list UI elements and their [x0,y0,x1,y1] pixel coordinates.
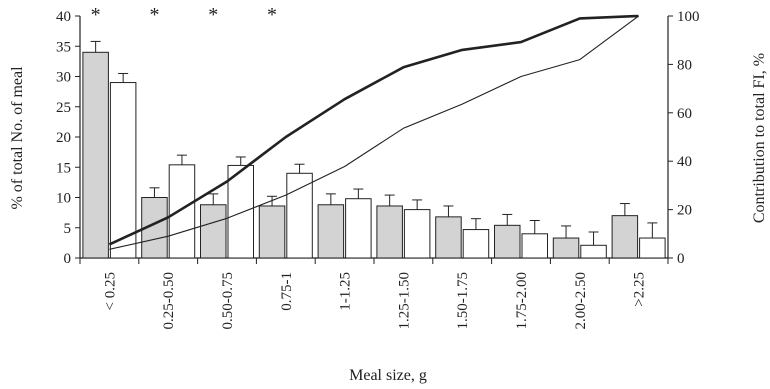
x-tick-label: 0.50-0.75 [220,272,236,330]
x-tick-label: 0.75-1 [279,272,295,311]
bar [521,233,548,259]
y-tick-label-left: 0 [64,251,72,267]
cumulative-line-thick [108,14,639,246]
bar [494,224,521,259]
cumulative-line-thin [109,15,639,250]
x-axis-title: Meal size, g [349,367,427,384]
x-tick-label: 1.50-1.75 [455,272,471,330]
bars-layer [82,40,666,259]
bar [200,204,227,259]
x-tick-label: 2.00-2.50 [573,272,589,330]
y-tick-label-right: 0 [677,251,685,267]
bar [286,172,313,259]
significance-marker: * [208,4,218,26]
bar [376,205,403,259]
lines-layer [108,14,639,250]
bar [109,82,137,259]
y-axis-title-right: Contribution to total FI, % [751,53,768,223]
labels-layer: 0 5 10 15 20 25 30 35 40 0 20 40 60 80 100 < 0.25 * 0.25-… [56,4,700,330]
bar [552,237,580,259]
bar [168,164,196,259]
x-tick-label: 1-1.25 [338,272,354,311]
x-tick-label: >2.25 [632,272,648,307]
y-tick-label-right: 20 [677,203,692,219]
bar [462,229,490,259]
bar [403,209,431,259]
bar [345,198,372,259]
y-tick-label-left: 15 [56,160,71,176]
y-axis-title-left: % of total No. of meal [9,66,26,210]
bar [435,216,462,259]
y-tick-label-right: 40 [677,154,692,170]
y-tick-label-left: 20 [56,130,71,146]
x-tick-label: 0.25-0.50 [161,272,177,330]
significance-marker: * [149,4,159,26]
significance-marker: * [267,4,277,26]
significance-marker: * [91,4,101,26]
bar [639,237,666,259]
bar [317,204,345,259]
x-tick-label: 1.25-1.50 [396,272,412,330]
y-tick-label-left: 35 [56,39,71,55]
bar [82,51,109,259]
y-tick-label-left: 5 [64,221,72,237]
y-tick-label-right: 80 [677,57,692,73]
y-tick-label-left: 30 [56,70,71,86]
y-tick-label-left: 40 [56,9,71,25]
bar [580,244,607,259]
y-tick-label-left: 10 [56,191,71,207]
y-tick-label-right: 60 [677,106,692,122]
bar [227,164,254,259]
x-tick-label: 1.75-2.00 [514,272,530,330]
x-tick-label: < 0.25 [102,272,118,310]
bar [258,205,286,259]
y-tick-label-left: 25 [56,100,71,116]
bar [611,215,639,259]
y-tick-label-right: 100 [677,9,700,25]
